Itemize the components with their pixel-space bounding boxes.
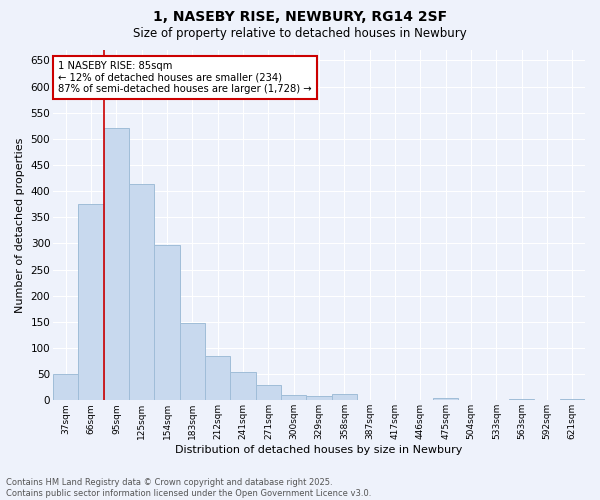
Bar: [332, 394, 357, 400]
Bar: [205, 356, 230, 401]
Bar: [154, 245, 180, 400]
Text: Contains HM Land Registry data © Crown copyright and database right 2025.
Contai: Contains HM Land Registry data © Crown c…: [6, 478, 371, 498]
Bar: [281, 395, 307, 400]
X-axis label: Distribution of detached houses by size in Newbury: Distribution of detached houses by size …: [175, 445, 463, 455]
Bar: [129, 184, 154, 400]
Bar: [53, 374, 79, 400]
Bar: [307, 396, 332, 400]
Bar: [104, 128, 129, 400]
Text: 1, NASEBY RISE, NEWBURY, RG14 2SF: 1, NASEBY RISE, NEWBURY, RG14 2SF: [153, 10, 447, 24]
Bar: [79, 204, 104, 400]
Text: 1 NASEBY RISE: 85sqm
← 12% of detached houses are smaller (234)
87% of semi-deta: 1 NASEBY RISE: 85sqm ← 12% of detached h…: [58, 60, 312, 94]
Bar: [560, 398, 585, 400]
Bar: [433, 398, 458, 400]
Bar: [230, 372, 256, 400]
Text: Size of property relative to detached houses in Newbury: Size of property relative to detached ho…: [133, 28, 467, 40]
Bar: [180, 324, 205, 400]
Bar: [256, 384, 281, 400]
Bar: [509, 398, 535, 400]
Y-axis label: Number of detached properties: Number of detached properties: [15, 138, 25, 313]
